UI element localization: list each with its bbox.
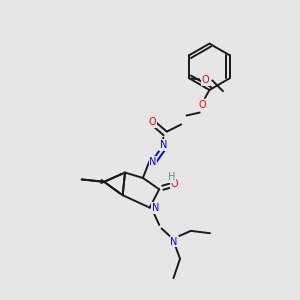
Text: N: N <box>149 157 157 167</box>
Text: N: N <box>170 236 178 247</box>
Text: N: N <box>160 140 167 150</box>
Text: O: O <box>149 117 157 127</box>
Text: O: O <box>171 179 178 189</box>
Text: O: O <box>198 100 206 110</box>
Text: N: N <box>152 203 159 213</box>
Text: O: O <box>202 75 209 85</box>
Text: H: H <box>168 172 176 182</box>
